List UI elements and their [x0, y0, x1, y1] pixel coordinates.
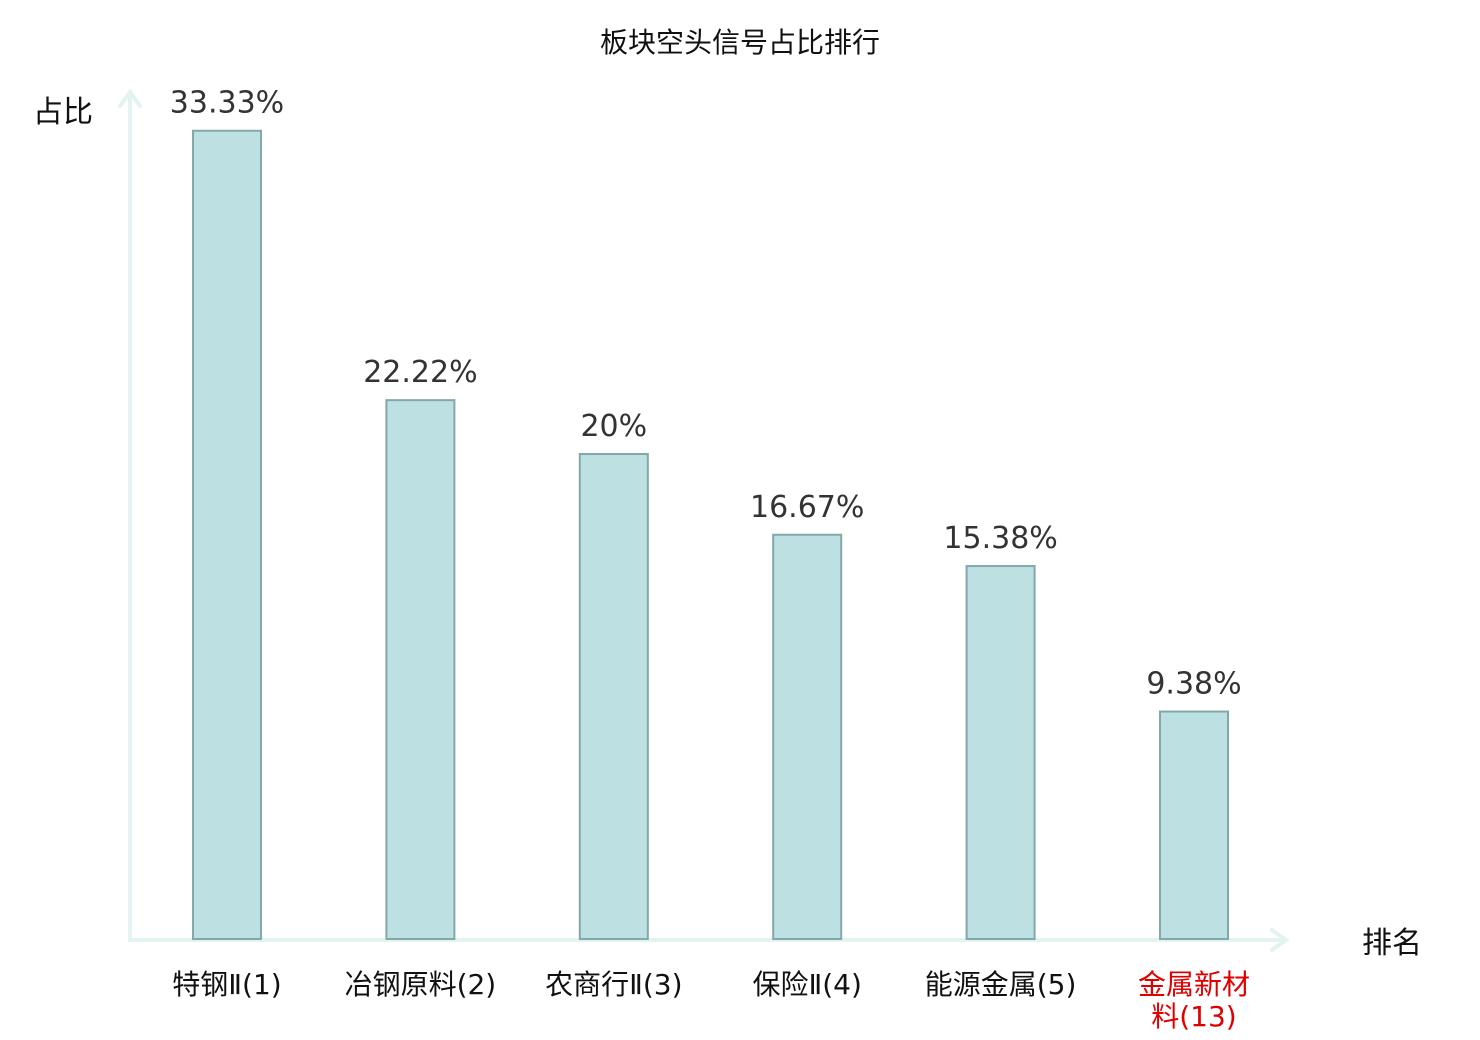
category-label: 农商行Ⅱ(3)	[545, 968, 682, 1001]
value-label: 20%	[580, 409, 647, 444]
x-axis-title: 排名	[1362, 926, 1422, 961]
category-label: 金属新材	[1138, 968, 1250, 1001]
category-label: 冶钢原料(2)	[345, 968, 497, 1001]
category-label: 料(13)	[1151, 1000, 1236, 1033]
value-label: 33.33%	[170, 86, 284, 121]
x-axis	[128, 928, 1290, 952]
value-label: 22.22%	[363, 355, 477, 390]
bars-group	[192, 129, 1229, 941]
bar	[385, 399, 456, 941]
value-label: 9.38%	[1146, 667, 1241, 702]
bar	[1159, 710, 1229, 940]
category-label: 保险Ⅱ(4)	[752, 968, 861, 1001]
bar	[578, 453, 649, 940]
value-labels-group: 33.33% 22.22% 20% 16.67% 15.38% 9.38%	[170, 86, 1242, 702]
bar	[192, 129, 262, 940]
category-labels-group: 特钢Ⅱ(1) 冶钢原料(2) 农商行Ⅱ(3) 保险Ⅱ(4) 能源金属(5) 金属新材料(1…	[172, 968, 1250, 1033]
category-label: 特钢Ⅱ(1)	[172, 968, 281, 1001]
y-axis-title: 占比	[33, 95, 93, 130]
y-axis-arrow	[118, 88, 142, 108]
x-axis-arrow	[1270, 928, 1290, 952]
value-label: 15.38%	[943, 521, 1057, 556]
bar	[965, 565, 1036, 940]
y-axis	[118, 88, 142, 942]
bar	[772, 533, 843, 940]
value-label: 16.67%	[750, 490, 864, 525]
chart-title: 板块空头信号占比排行	[600, 26, 880, 59]
category-label: 能源金属(5)	[925, 968, 1077, 1001]
